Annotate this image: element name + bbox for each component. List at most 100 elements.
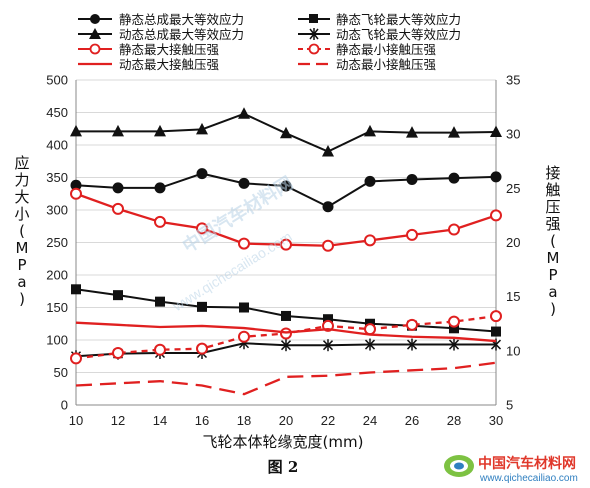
y-tick-label-left: 0: [61, 398, 68, 413]
legend-item: 静态飞轮最大等效应力: [298, 12, 461, 27]
x-tick-label: 12: [111, 413, 125, 428]
y-tick-label-left: 150: [46, 300, 68, 315]
data-point: [406, 228, 418, 241]
data-point: [197, 301, 207, 312]
data-point: [322, 201, 334, 213]
x-tick-label: 24: [363, 413, 377, 428]
x-axis-label: 飞轮本体轮缘宽度(mm): [203, 433, 364, 451]
data-point: [280, 339, 292, 352]
data-point: [364, 234, 376, 247]
x-tick-label: 14: [153, 413, 167, 428]
y-tick-label-right: 5: [506, 398, 513, 413]
legend-marker-circle-open: [89, 43, 101, 55]
y-tick-label-left: 500: [46, 73, 68, 88]
legend-item: 动态最大接触压强: [78, 57, 220, 72]
data-point: [490, 125, 502, 137]
data-point: [280, 126, 292, 139]
data-point: [238, 177, 250, 189]
legend-item: 动态总成最大等效应力: [78, 27, 244, 42]
data-point: [490, 209, 502, 222]
data-point: [281, 310, 291, 321]
legend-item: 静态总成最大等效应力: [78, 12, 244, 27]
data-point: [196, 222, 208, 235]
data-point: [112, 347, 124, 359]
tick-labels: 0 50 100 150 200 250 300 350 400 450 500 5 10 15 20 25 3…: [46, 73, 520, 429]
legend-label: 静态飞轮最大等效应力: [336, 12, 461, 27]
data-point: [196, 122, 208, 135]
x-tick-label: 20: [279, 413, 293, 428]
x-tick-label: 18: [237, 413, 251, 428]
x-tick-label: 16: [195, 413, 209, 428]
data-point: [112, 124, 124, 137]
legend-item: 动态飞轮最大等效应力: [298, 27, 461, 42]
data-point: [71, 284, 81, 295]
y-tick-label-right: 30: [506, 127, 520, 142]
data-point: [112, 202, 124, 215]
y-tick-label-right: 10: [506, 343, 520, 358]
data-point: [280, 238, 292, 251]
x-tick-label: 26: [405, 413, 419, 428]
data-point: [406, 173, 418, 185]
data-point: [448, 172, 460, 184]
legend-label: 静态最大接触压强: [119, 42, 220, 57]
data-point: [112, 182, 124, 194]
data-point: [448, 223, 460, 236]
data-point: [70, 124, 82, 137]
watermark: 中国汽车材料网 www.qichecailiao.com: [169, 172, 297, 315]
data-point: [449, 323, 459, 334]
data-point: [364, 124, 376, 137]
data-point: [448, 338, 460, 351]
x-tick-label: 22: [321, 413, 335, 428]
y-tick-label-left: 100: [46, 333, 68, 348]
legend-label: 静态总成最大等效应力: [119, 12, 244, 27]
y-tick-label-left: 350: [46, 170, 68, 185]
legend-item: 动态最小接触压强: [298, 57, 437, 72]
data-point: [322, 339, 334, 352]
data-point: [70, 352, 82, 365]
data-point: [490, 310, 502, 323]
legend-item: 静态最小接触压强: [298, 42, 437, 57]
data-point: [490, 171, 502, 183]
y-tick-label-right: 25: [506, 181, 520, 196]
data-point: [406, 338, 418, 351]
series-line-7: [75, 361, 497, 396]
y-tick-label-left: 50: [54, 365, 68, 380]
y-tick-label-left: 200: [46, 268, 68, 283]
logo-url: www.qichecailiao.com: [479, 473, 578, 484]
legend: 静态总成最大等效应力 静态飞轮最大等效应力 动态总成最大等效应力 动态飞轮最大等…: [78, 12, 461, 72]
y-tick-label-right: 15: [506, 289, 520, 304]
legend-marker-circle-filled: [90, 14, 100, 24]
site-logo: 中国汽车材料网 www.qichecailiao.com: [444, 455, 578, 484]
legend-label: 动态总成最大等效应力: [119, 27, 244, 42]
data-point: [280, 180, 292, 192]
data-point: [196, 168, 208, 180]
legend-label: 动态最大接触压强: [119, 57, 220, 72]
data-point: [238, 237, 250, 250]
data-point: [322, 145, 334, 157]
data-point: [155, 296, 165, 307]
x-tick-label: 10: [69, 413, 83, 428]
data-point: [364, 338, 376, 351]
legend-marker-triangle-filled: [89, 28, 101, 39]
y-tick-label-right: 20: [506, 235, 520, 250]
legend-label: 静态最小接触压强: [336, 42, 437, 57]
legend-marker-asterisk: [309, 28, 319, 40]
x-tick-label: 28: [447, 413, 461, 428]
data-point: [406, 126, 418, 138]
y-tick-label-left: 400: [46, 138, 68, 153]
legend-label: 动态最小接触压强: [336, 57, 437, 72]
data-point: [364, 323, 376, 336]
y-tick-label-left: 300: [46, 203, 68, 218]
data-point: [154, 124, 166, 137]
legend-label: 动态飞轮最大等效应力: [336, 27, 461, 42]
data-point: [238, 330, 250, 343]
data-point: [154, 343, 166, 356]
data-point: [448, 126, 460, 138]
y-tick-label-right: 35: [506, 73, 520, 88]
data-point: [322, 239, 334, 252]
data-point: [70, 179, 82, 191]
data-point: [239, 302, 249, 313]
